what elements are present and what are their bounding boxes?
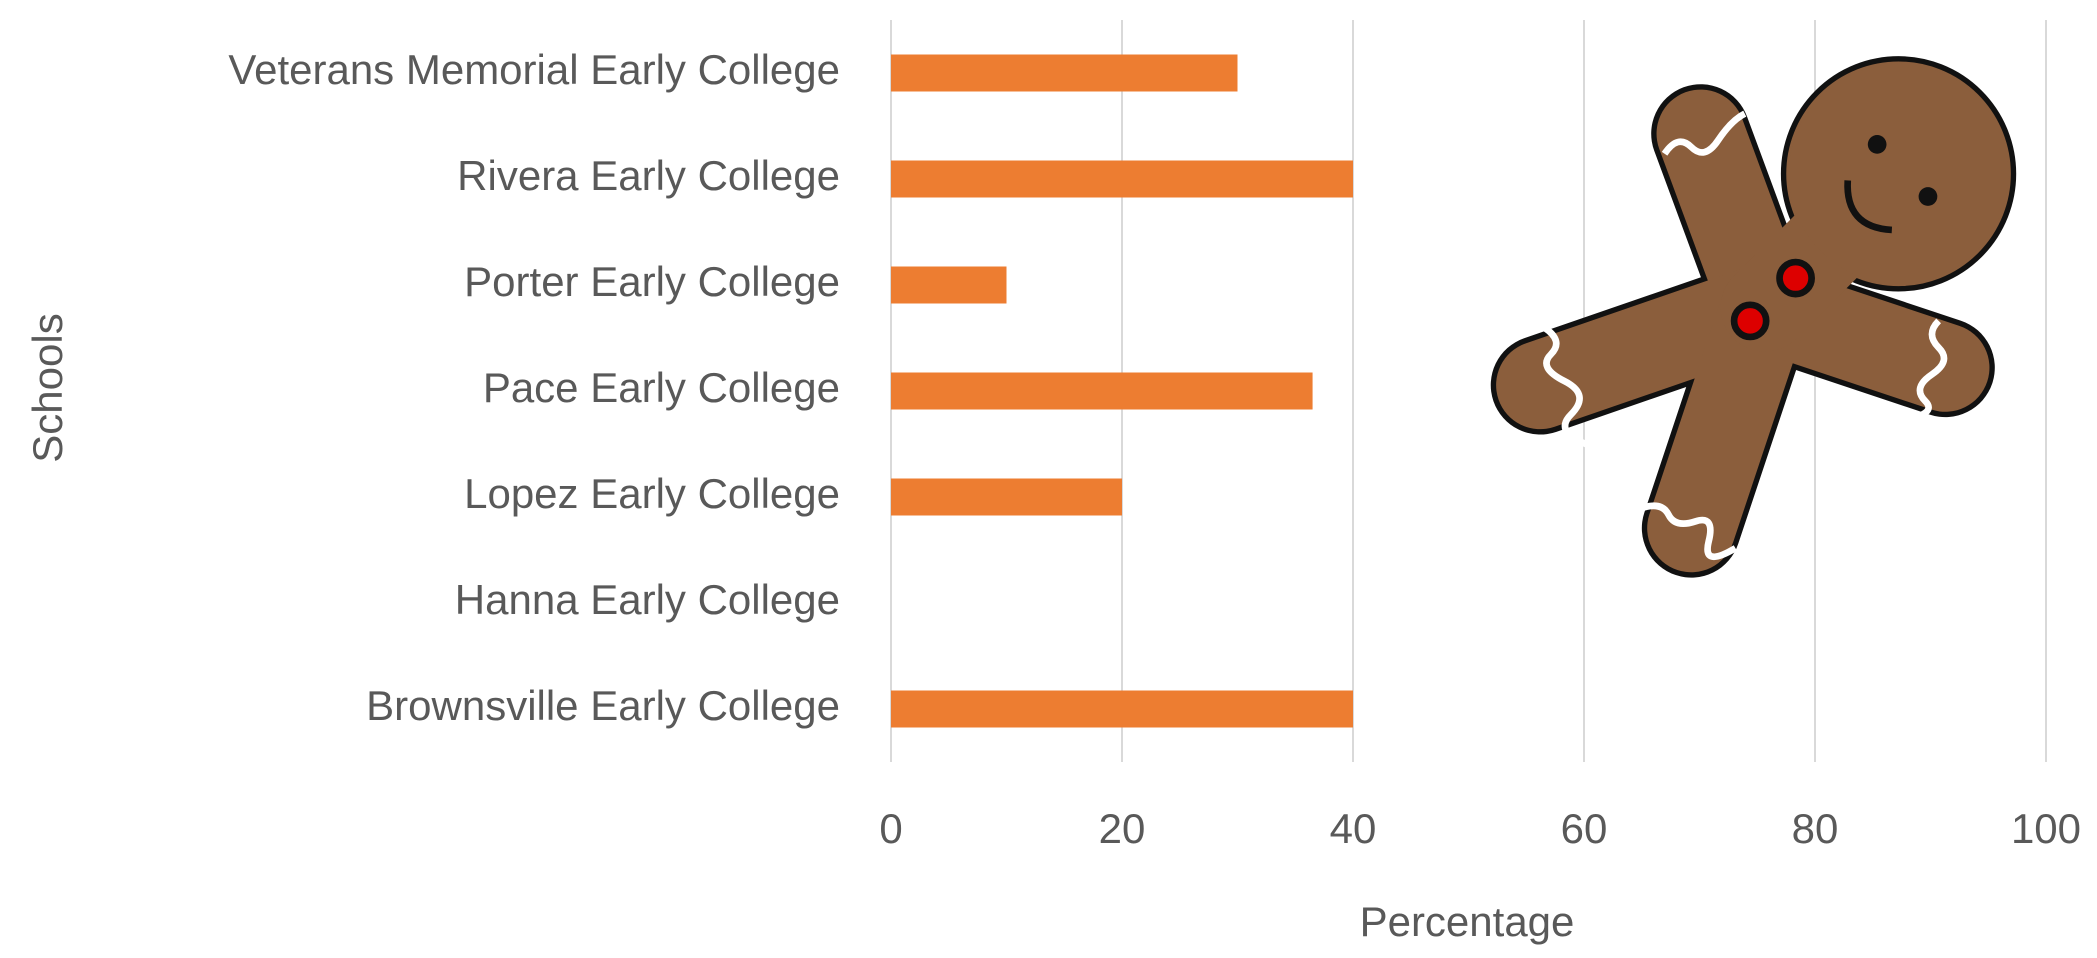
x-tick-label: 40 [1330,805,1377,852]
y-tick-label: Brownsville Early College [366,682,840,729]
bar [891,478,1122,516]
x-tick-label: 20 [1099,805,1146,852]
y-tick-label: Veterans Memorial Early College [228,46,840,93]
y-tick-label: Rivera Early College [457,152,840,199]
y-tick-label: Porter Early College [464,258,840,305]
x-tick-label: 80 [1792,805,1839,852]
bars [891,54,1353,728]
bar [891,372,1313,410]
gingerbread-man [1490,56,2017,578]
y-tick-label: Lopez Early College [464,470,840,517]
x-tick-label: 0 [879,805,902,852]
y-axis-title: Schools [24,313,71,462]
bar [891,54,1238,92]
x-axis-title: Percentage [1360,898,1575,945]
y-tick-label: Hanna Early College [455,576,840,623]
bar [891,690,1353,728]
bar [891,160,1353,198]
bar [891,266,1007,304]
y-tick-label: Pace Early College [483,364,840,411]
x-tick-label: 60 [1561,805,1608,852]
x-tick-label: 100 [2011,805,2081,852]
